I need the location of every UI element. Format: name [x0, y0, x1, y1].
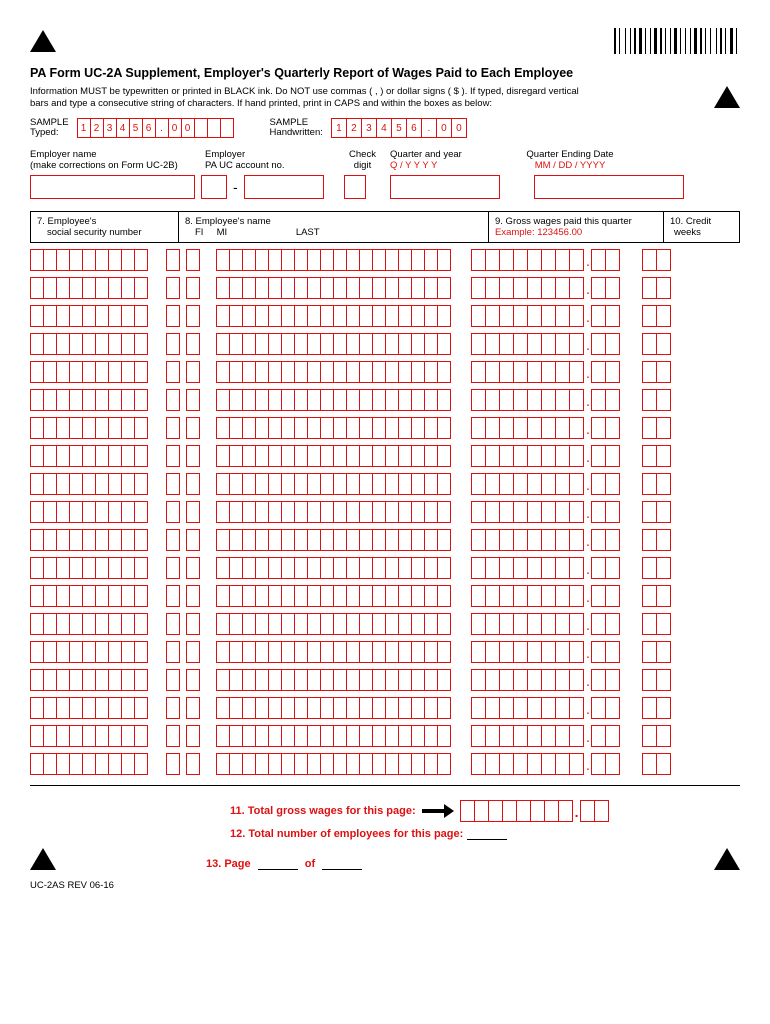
barcode: [614, 28, 740, 54]
table-row[interactable]: .: [30, 641, 740, 663]
table-row[interactable]: .: [30, 613, 740, 635]
data-rows: ...................: [30, 249, 740, 775]
sample-handwritten-label: SAMPLE Handwritten:: [270, 118, 323, 139]
table-row[interactable]: .: [30, 305, 740, 327]
table-row[interactable]: .: [30, 445, 740, 467]
triangle-marker-bottom-right: [714, 848, 740, 870]
page-total-input[interactable]: [322, 859, 362, 870]
table-row[interactable]: .: [30, 333, 740, 355]
triangle-marker-top-left: [30, 30, 56, 52]
table-row[interactable]: .: [30, 725, 740, 747]
table-row[interactable]: .: [30, 389, 740, 411]
employer-acct-sublabel: PA UC account no.: [205, 160, 285, 171]
col7-label: 7. Employee's: [37, 216, 96, 227]
table-row[interactable]: .: [30, 501, 740, 523]
sample-row: SAMPLE Typed: 123456.00 SAMPLE Handwritt…: [30, 118, 740, 139]
employer-name-input[interactable]: [30, 175, 195, 199]
table-row[interactable]: .: [30, 529, 740, 551]
quarter-year-format: Q / Y Y Y Y: [390, 160, 437, 171]
table-row[interactable]: .: [30, 753, 740, 775]
triangle-marker-bottom-left: [30, 848, 56, 870]
quarter-year-label: Quarter and year: [390, 149, 462, 160]
check-digit-input[interactable]: [344, 175, 366, 199]
page-label-a: 13. Page: [206, 858, 251, 870]
totals-section: 11. Total gross wages for this page: . 1…: [30, 800, 740, 891]
total-employees-input[interactable]: [467, 829, 507, 840]
quarter-year-input[interactable]: [390, 175, 500, 199]
page-number-input[interactable]: [258, 859, 298, 870]
revision-text: UC-2AS REV 06-16: [30, 880, 740, 891]
acct-part2-input[interactable]: [244, 175, 324, 199]
instruction-row: Information MUST be typewritten or print…: [30, 86, 740, 118]
form-title: PA Form UC-2A Supplement, Employer's Qua…: [30, 66, 740, 80]
col7-sublabel: social security number: [37, 227, 142, 238]
sample-handwritten-boxes: 123456.00: [331, 118, 467, 138]
table-row[interactable]: .: [30, 417, 740, 439]
col9-label: 9. Gross wages paid this quarter: [495, 216, 632, 227]
acct-part1-input[interactable]: [201, 175, 227, 199]
sample-typed-boxes: 123456.00: [77, 118, 234, 138]
table-row[interactable]: .: [30, 557, 740, 579]
header-inputs: -: [30, 175, 740, 199]
sample-typed-label: SAMPLE Typed:: [30, 118, 69, 139]
employer-name-label: Employer name: [30, 149, 97, 160]
col10-label: 10. Credit: [670, 216, 711, 227]
triangle-marker-top-right: [714, 86, 740, 108]
total-gross-wages-label: 11. Total gross wages for this page:: [230, 805, 416, 817]
arrow-icon: [422, 806, 454, 816]
col8-label: 8. Employee's name: [185, 216, 271, 227]
col8-sublabel: FI MI LAST: [185, 227, 320, 238]
table-row[interactable]: .: [30, 277, 740, 299]
total-gross-wages-input[interactable]: .: [460, 800, 609, 822]
col10-sublabel: weeks: [670, 227, 701, 238]
table-row[interactable]: .: [30, 585, 740, 607]
total-employees-label: 12. Total number of employees for this p…: [230, 828, 463, 840]
employer-acct-label: Employer: [205, 149, 245, 160]
instructions-text: Information MUST be typewritten or print…: [30, 86, 590, 110]
table-row[interactable]: .: [30, 697, 740, 719]
table-header: 7. Employee's social security number 8. …: [30, 211, 740, 243]
table-row[interactable]: .: [30, 249, 740, 271]
table-row[interactable]: .: [30, 361, 740, 383]
check-digit-label: Check digit: [335, 149, 390, 172]
table-row[interactable]: .: [30, 669, 740, 691]
header-labels: Employer name (make corrections on Form …: [30, 149, 740, 172]
quarter-ending-label: Quarter Ending Date: [526, 149, 613, 160]
table-row[interactable]: .: [30, 473, 740, 495]
page-label-b: of: [305, 858, 315, 870]
col9-example: Example: 123456.00: [495, 227, 582, 238]
divider-line: [30, 785, 740, 786]
quarter-ending-format: MM / DD / YYYY: [535, 160, 606, 171]
employer-name-sublabel: (make corrections on Form UC-2B): [30, 160, 178, 171]
top-row: [30, 28, 740, 54]
quarter-ending-input[interactable]: [534, 175, 684, 199]
